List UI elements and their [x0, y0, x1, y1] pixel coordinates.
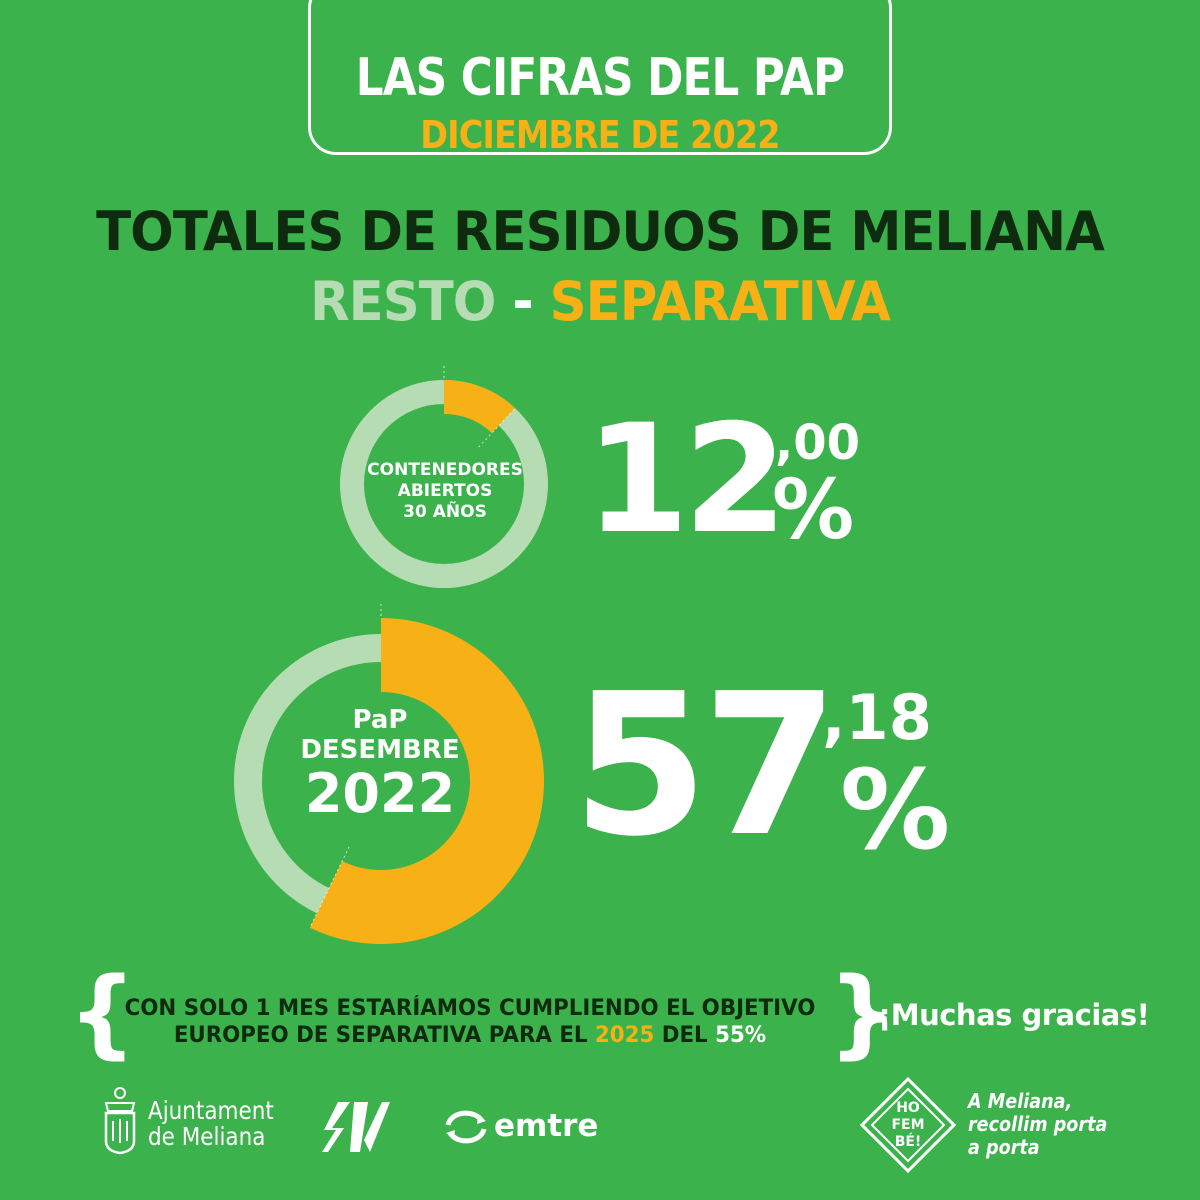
main-title: TOTALES DE RESIDUOS DE MELIANA [96, 200, 1105, 263]
donut1-value-integer: 12 [585, 393, 788, 567]
slogan-line1: A Meliana, [968, 1089, 1073, 1113]
donut1-label-line1: CONTENEDORES [367, 460, 523, 480]
donut2-value-arc [309, 618, 544, 944]
ajuntament-crest-icon [104, 1087, 136, 1155]
note-percent: 55% [715, 1023, 767, 1048]
donut2-value-integer: 57 [572, 652, 839, 880]
separativa-label: SEPARATIVA [549, 270, 891, 333]
note-line2-text-b: DEL [654, 1023, 716, 1048]
donut2-label-line1: PaP [352, 705, 408, 735]
slogan-line3: a porta [968, 1135, 1040, 1159]
note-line2: EUROPEO DE SEPARATIVA PARA EL 2025 DEL 5… [111, 1022, 829, 1049]
slogan-line2: recollim porta [968, 1112, 1108, 1136]
slogan-text: A Meliana, recollim porta a porta [968, 1090, 1107, 1159]
header-title: LAS CIFRAS DEL PAP [355, 48, 845, 108]
hofembe-line1: HO [896, 1100, 920, 1116]
donut1-guide-line [478, 407, 516, 448]
donut1-value-arc [443, 380, 516, 434]
header-box [308, 0, 892, 155]
donut2-value-decimal: ,18 [822, 681, 932, 754]
note-line1: CON SOLO 1 MES ESTARÍAMOS CUMPLIENDO EL … [124, 996, 816, 1021]
objective-note: CON SOLO 1 MES ESTARÍAMOS CUMPLIENDO EL … [111, 995, 829, 1049]
emtre-logo-icon [445, 1110, 487, 1144]
donut1-label-line3: 30 AÑOS [403, 502, 487, 522]
title-separator: - [512, 270, 533, 333]
ajuntament-line2: de Meliana [148, 1122, 266, 1151]
ajuntament-line1: Ajuntament [148, 1096, 274, 1125]
ajuntament-logo-text: Ajuntament de Meliana [148, 1098, 274, 1150]
hofembe-badge-icon [859, 1076, 957, 1174]
resto-label: RESTO [310, 270, 496, 333]
donut-chart-pap [234, 604, 544, 944]
left-brace: { [68, 957, 137, 1069]
hofembe-line3: BÉ! [894, 1134, 922, 1150]
donut2-value-unit: % [840, 746, 951, 874]
donut1-label-line2: ABIERTOS [397, 481, 493, 501]
header-subtitle: DICIEMBRE DE 2022 [420, 113, 780, 157]
emtre-logo-text: emtre [494, 1108, 599, 1144]
hofembe-badge-text: HO FEM BÉ! [878, 1100, 938, 1151]
donut1-center-label: CONTENEDORES ABIERTOS 30 AÑOS [345, 460, 545, 523]
sub-title: RESTO - SEPARATIVA [30, 270, 1170, 333]
note-line2-text-a: EUROPEO DE SEPARATIVA PARA EL [173, 1023, 595, 1048]
note-year: 2025 [594, 1023, 655, 1048]
donut1-value-unit: % [772, 463, 855, 558]
donut-chart-contenedores [340, 366, 548, 588]
donut2-label-line2: DESEMBRE [300, 735, 460, 765]
donut1-value-decimal: ,00 [775, 415, 861, 471]
donut2-center-label: PaP DESEMBRE 2022 [275, 705, 485, 823]
right-brace: } [828, 957, 897, 1069]
thanks-text: ¡Muchas gracias! [878, 998, 1150, 1032]
hofembe-line2: FEM [891, 1117, 925, 1133]
donut2-label-line3: 2022 [304, 762, 456, 825]
sav-logo-icon [322, 1102, 390, 1152]
